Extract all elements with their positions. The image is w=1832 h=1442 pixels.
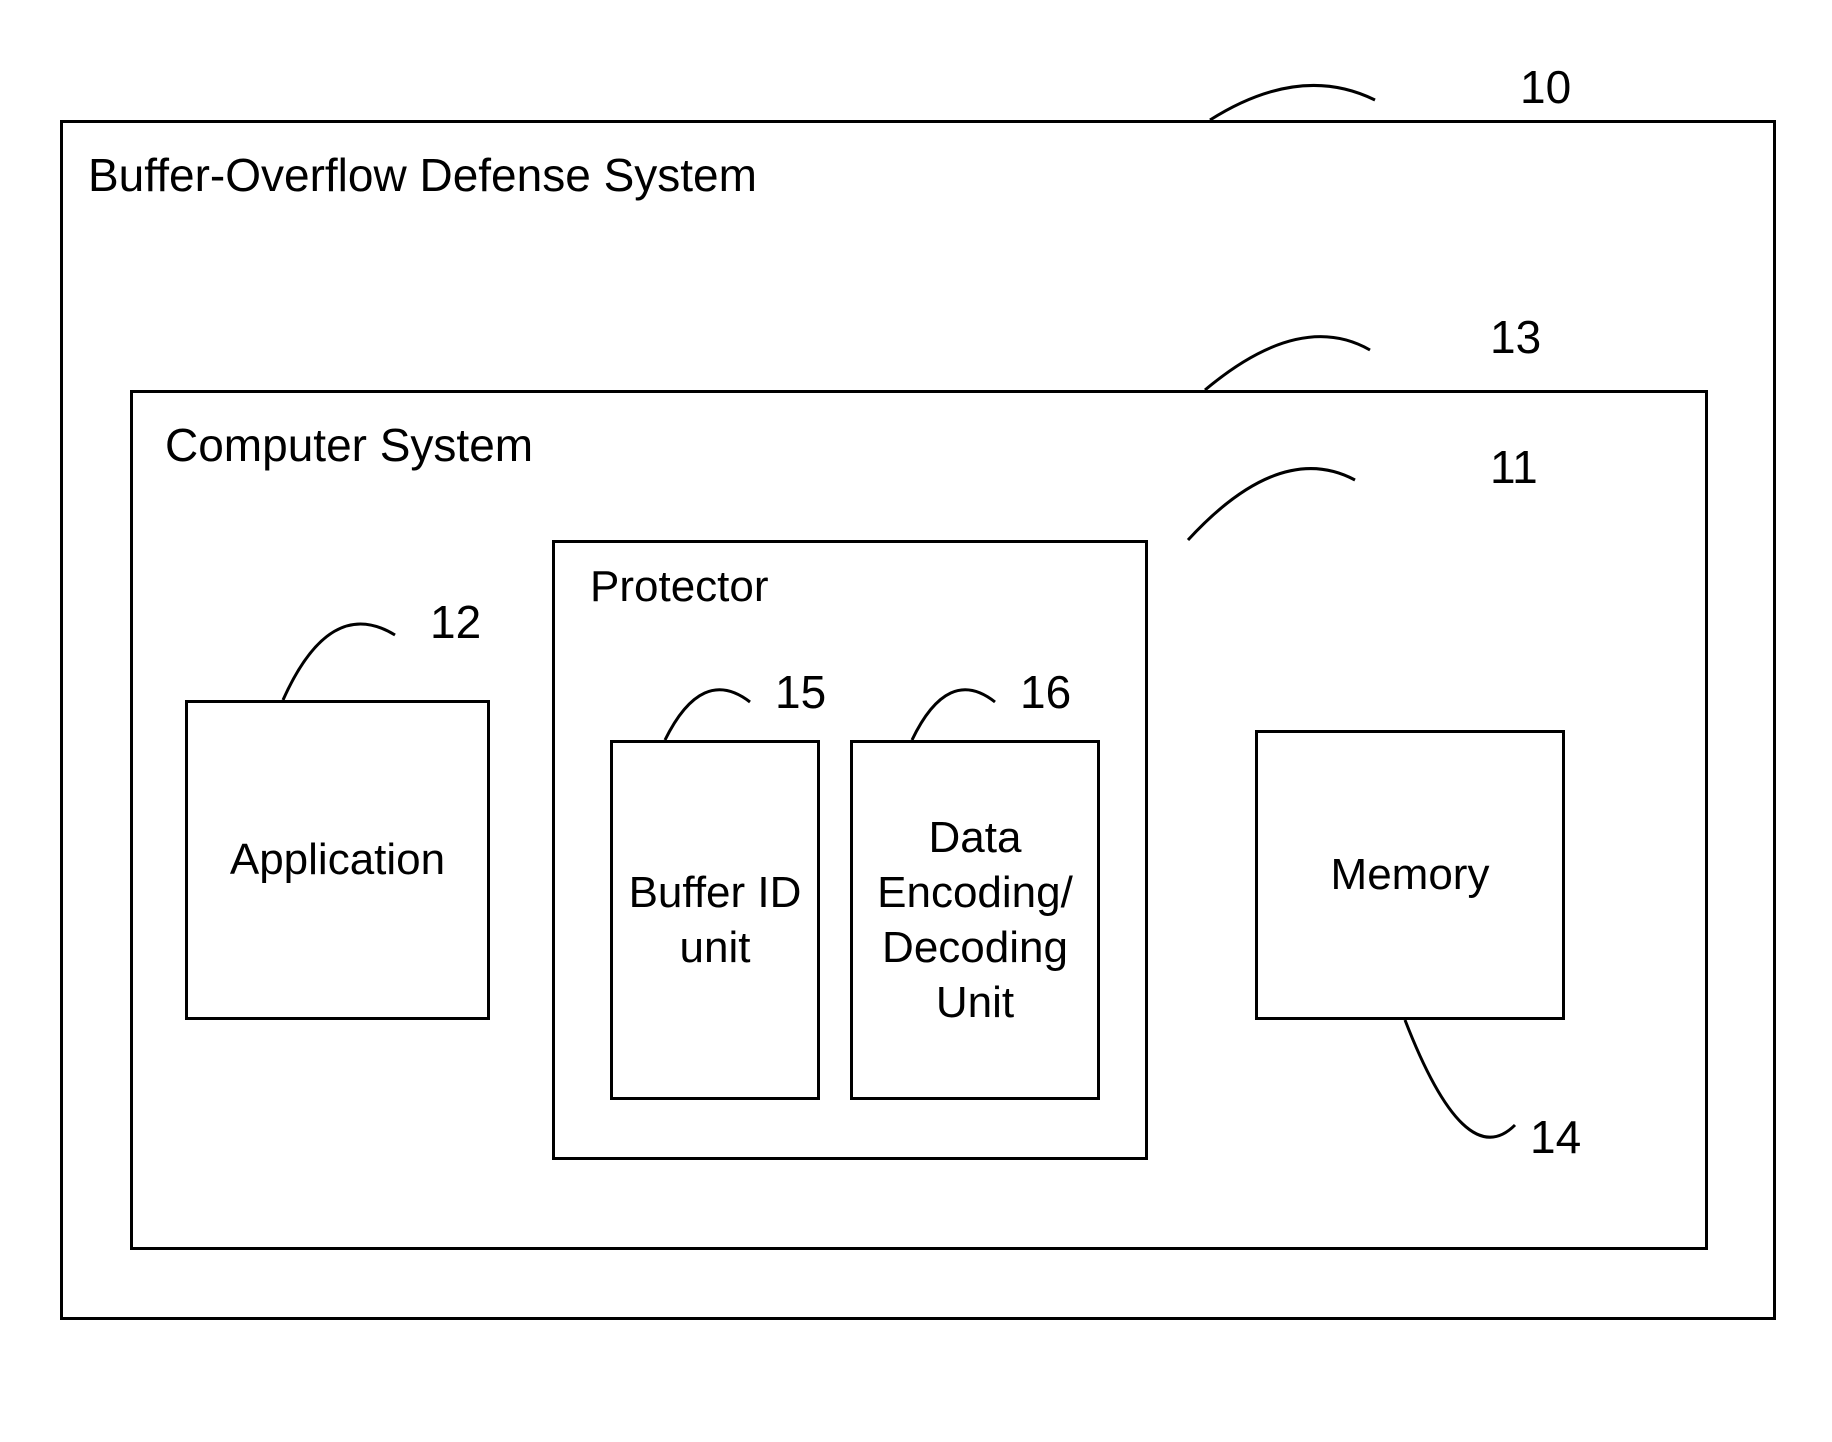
diagram-root: Buffer-Overflow Defense System Computer … bbox=[0, 0, 1832, 1442]
ref-14: 14 bbox=[1530, 1110, 1581, 1164]
callout-14 bbox=[0, 0, 1832, 1442]
